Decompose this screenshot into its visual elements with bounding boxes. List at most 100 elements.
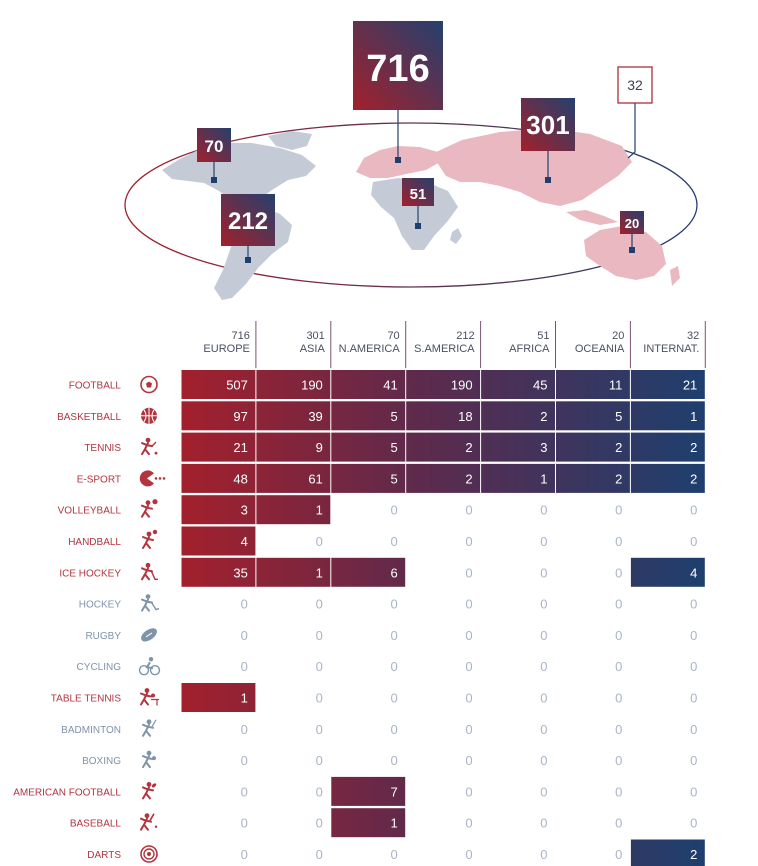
volleyball-player-icon: [141, 499, 158, 518]
cell-value: 0: [465, 784, 472, 799]
region-badge-oceania: 20: [620, 211, 644, 234]
cell-value: 0: [540, 722, 547, 737]
cell-value: 0: [690, 691, 697, 706]
cell-value: 18: [458, 409, 472, 424]
cell-value: 0: [241, 628, 248, 643]
cell-value: 1: [390, 816, 397, 831]
baseball-player-icon: [140, 813, 158, 831]
cell-value: 507: [226, 378, 248, 393]
cyclist-icon: [138, 657, 161, 676]
badge-value: 70: [205, 137, 224, 156]
heatmap-cell: [406, 432, 481, 462]
cell-value: 0: [690, 722, 697, 737]
cell-value: 97: [233, 409, 247, 424]
cell-value: 0: [615, 628, 622, 643]
heatmap-cell: [331, 808, 406, 838]
sport-label: FOOTBALL: [69, 381, 122, 392]
cell-value: 0: [465, 659, 472, 674]
cell-value: 0: [316, 597, 323, 612]
cell-value: 0: [241, 722, 248, 737]
cell-value: 0: [316, 628, 323, 643]
column-header: N.AMERICA: [339, 343, 401, 355]
column-total: 70: [387, 330, 399, 342]
cell-value: 0: [690, 534, 697, 549]
column-total: 20: [612, 330, 624, 342]
cell-value: 6: [390, 565, 397, 580]
basketball-icon: [141, 407, 157, 424]
heatmap-cell: [181, 401, 256, 431]
heatmap-cell: [181, 683, 256, 712]
cell-value: 0: [540, 597, 547, 612]
cell-value: 0: [690, 503, 697, 518]
region-badge-asia: 301: [521, 98, 575, 151]
cell-value: 41: [383, 378, 397, 393]
cell-value: 0: [316, 847, 323, 862]
cell-value: 0: [241, 816, 248, 831]
cell-value: 0: [241, 784, 248, 799]
badge-value: 301: [526, 110, 569, 140]
cell-value: 0: [390, 753, 397, 768]
heatmap-cell: [331, 370, 406, 399]
sport-label: TENNIS: [84, 443, 121, 454]
sport-label: HOCKEY: [79, 600, 122, 611]
cell-value: 0: [690, 597, 697, 612]
cell-value: 0: [690, 753, 697, 768]
heatmap-cell: [406, 463, 481, 493]
sport-label: BADMINTON: [61, 725, 121, 736]
cell-value: 2: [465, 440, 472, 455]
cell-value: 2: [465, 471, 472, 486]
heatmap-cell: [406, 370, 481, 399]
football-icon: [140, 375, 158, 394]
cell-value: 0: [316, 534, 323, 549]
cell-value: 0: [316, 691, 323, 706]
cell-value: 190: [451, 378, 473, 393]
sport-label: E-SPORT: [77, 474, 121, 485]
badge-value: 212: [228, 208, 268, 235]
cell-value: 1: [690, 409, 697, 424]
cell-value: 4: [241, 534, 248, 549]
heatmap-cell: [481, 370, 555, 399]
heatmap-cell: [630, 401, 705, 431]
cell-value: 2: [615, 471, 622, 486]
cell-value: 0: [615, 565, 622, 580]
cell-value: 0: [390, 534, 397, 549]
heatmap-cell: [331, 432, 406, 462]
cell-value: 0: [241, 847, 248, 862]
heatmap-cell: [181, 463, 256, 493]
heatmap-cell: [556, 432, 630, 462]
sports-by-region-table: 716EUROPE301ASIA70N.AMERICA212S.AMERICA5…: [13, 321, 706, 866]
column-header: ASIA: [300, 343, 326, 355]
column-total: 212: [456, 330, 474, 342]
heatmap-cell: [556, 463, 630, 493]
cell-value: 21: [233, 440, 247, 455]
cell-value: 0: [540, 534, 547, 549]
heatmap-cell: [181, 370, 256, 399]
field-hockey-player-icon: [141, 594, 160, 612]
cell-value: 0: [540, 784, 547, 799]
continent-oceania: [584, 226, 666, 280]
cell-value: 0: [316, 784, 323, 799]
cell-value: 0: [316, 816, 323, 831]
cell-value: 9: [316, 440, 323, 455]
table-tennis-player-icon: [140, 688, 159, 706]
cell-value: 0: [540, 503, 547, 518]
column-total: 51: [537, 330, 549, 342]
heatmap-cell: [256, 495, 331, 525]
continent-africa: [371, 178, 458, 250]
cell-value: 0: [390, 628, 397, 643]
cell-value: 1: [316, 565, 323, 580]
cell-value: 0: [540, 659, 547, 674]
cell-value: 0: [465, 816, 472, 831]
sport-label: RUGBY: [85, 631, 121, 642]
cell-value: 0: [390, 847, 397, 862]
cell-value: 0: [540, 628, 547, 643]
cell-value: 61: [308, 471, 322, 486]
heatmap-cell: [481, 401, 555, 431]
cell-value: 11: [609, 378, 623, 393]
cell-value: 48: [233, 471, 247, 486]
column-header: INTERNAT.: [643, 343, 699, 355]
heatmap-cell: [556, 401, 630, 431]
cell-value: 0: [615, 847, 622, 862]
sport-label: ICE HOCKEY: [59, 568, 121, 579]
cell-value: 4: [690, 565, 697, 580]
